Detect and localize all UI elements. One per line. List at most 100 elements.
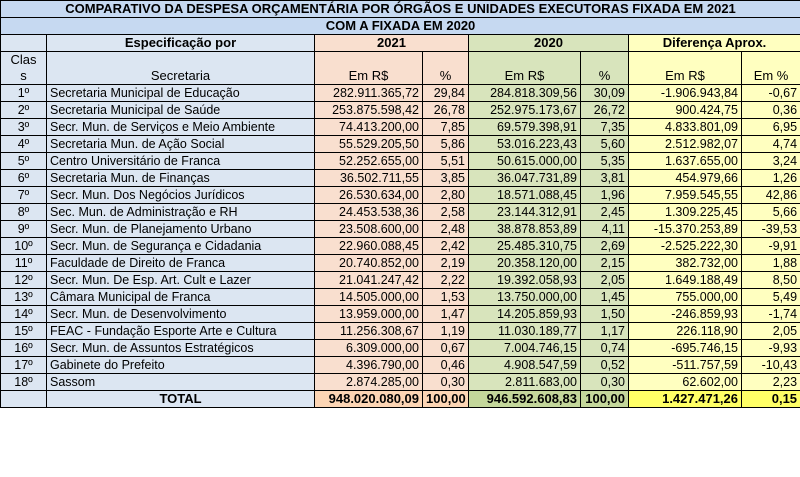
table-row: 8º Sec. Mun. de Administração e RH 24.453.… [0, 203, 800, 221]
row-secretaria: Secr. Mun. De Esp. Art. Cult e Lazer [46, 271, 315, 289]
row-diferenca-value: 454.979,66 [628, 169, 742, 187]
row-rank: 15º [0, 322, 47, 340]
row-diferenca-pct: 0,36 [740, 101, 800, 119]
row-value-2021: 2.874.285,00 [314, 373, 423, 391]
table-row: 13º Câmara Municipal de Franca 14.505.000,… [0, 288, 800, 306]
row-value-2020: 13.750.000,00 [468, 288, 581, 306]
row-diferenca-pct: -9,91 [740, 237, 800, 255]
table-row: 3º Secr. Mun. de Serviços e Meio Ambiente… [0, 118, 800, 136]
total-pct-2021: 100,00 [422, 390, 469, 408]
total-diferenca-pct: 0,15 [740, 390, 800, 408]
row-value-2020: 38.878.853,89 [468, 220, 581, 238]
row-diferenca-pct: 8,50 [740, 271, 800, 289]
budget-comparison-table: COMPARATIVO DA DESPESA ORÇAMENTÁRIA POR … [0, 0, 800, 408]
row-diferenca-pct: -39,53 [740, 220, 800, 238]
row-diferenca-pct: -1,74 [740, 305, 800, 323]
row-pct-2020: 5,60 [580, 135, 629, 153]
row-rank: 1º [0, 84, 47, 102]
row-diferenca-value: 1.649.188,49 [628, 271, 742, 289]
row-pct-2021: 2,19 [422, 254, 469, 272]
row-secretaria: Sassom [46, 373, 315, 391]
row-pct-2021: 2,42 [422, 237, 469, 255]
row-rank: 10º [0, 237, 47, 255]
row-diferenca-pct: 1,88 [740, 254, 800, 272]
row-value-2020: 18.571.088,45 [468, 186, 581, 204]
table-row: 1º Secretaria Municipal de Educação 282.91… [0, 84, 800, 102]
row-value-2021: 36.502.711,55 [314, 169, 423, 187]
row-diferenca-value: 900.424,75 [628, 101, 742, 119]
row-value-2021: 4.396.790,00 [314, 356, 423, 374]
table-row: 14º Secr. Mun. de Desenvolvimento 13.959.0… [0, 305, 800, 323]
table-row: 18º Sassom 2.874.285,00 0,30 2.811.683,00 0,3… [0, 373, 800, 391]
row-pct-2021: 5,86 [422, 135, 469, 153]
row-pct-2021: 7,85 [422, 118, 469, 136]
row-diferenca-value: -1.906.943,84 [628, 84, 742, 102]
row-rank: 18º [0, 373, 47, 391]
row-diferenca-value: -511.757,59 [628, 356, 742, 374]
row-rank: 3º [0, 118, 47, 136]
row-value-2020: 252.975.173,67 [468, 101, 581, 119]
row-pct-2021: 0,46 [422, 356, 469, 374]
total-value-2021: 948.020.080,09 [314, 390, 423, 408]
row-value-2020: 53.016.223,43 [468, 135, 581, 153]
row-value-2020: 2.811.683,00 [468, 373, 581, 391]
row-pct-2020: 5,35 [580, 152, 629, 170]
table-row: 10º Secr. Mun. de Segurança e Cidadania 22… [0, 237, 800, 255]
row-value-2021: 282.911.365,72 [314, 84, 423, 102]
row-pct-2021: 2,58 [422, 203, 469, 221]
row-secretaria: FEAC - Fundação Esporte Arte e Cultura [46, 322, 315, 340]
header-pct-2021: % [422, 51, 469, 85]
row-pct-2020: 1,17 [580, 322, 629, 340]
row-value-2021: 21.041.247,42 [314, 271, 423, 289]
row-secretaria: Secr. Mun. Dos Negócios Jurídicos [46, 186, 315, 204]
row-diferenca-pct: -10,43 [740, 356, 800, 374]
row-value-2020: 69.579.398,91 [468, 118, 581, 136]
row-rank: 2º [0, 101, 47, 119]
table-row: 9º Secr. Mun. de Planejamento Urbano 23.50… [0, 220, 800, 238]
total-row: TOTAL 948.020.080,09 100,00 946.592.608,83 1… [0, 390, 800, 408]
row-diferenca-value: -246.859,93 [628, 305, 742, 323]
row-secretaria: Secr. Mun. de Desenvolvimento [46, 305, 315, 323]
row-value-2021: 14.505.000,00 [314, 288, 423, 306]
row-pct-2020: 2,69 [580, 237, 629, 255]
row-pct-2021: 3,85 [422, 169, 469, 187]
row-diferenca-value: 382.732,00 [628, 254, 742, 272]
row-value-2021: 6.309.000,00 [314, 339, 423, 357]
table-row: 4º Secretaria Mun. de Ação Social 55.529.2… [0, 135, 800, 153]
row-secretaria: Secr. Mun. de Assuntos Estratégicos [46, 339, 315, 357]
row-value-2020: 11.030.189,77 [468, 322, 581, 340]
header-pct-2020: % [580, 51, 629, 85]
row-pct-2020: 2,15 [580, 254, 629, 272]
row-diferenca-value: 2.512.982,07 [628, 135, 742, 153]
row-value-2020: 23.144.312,91 [468, 203, 581, 221]
row-secretaria: Secretaria Municipal de Saúde [46, 101, 315, 119]
header-em-rs-2020: Em R$ [468, 51, 581, 85]
row-diferenca-pct: -0,67 [740, 84, 800, 102]
row-pct-2020: 4,11 [580, 220, 629, 238]
row-secretaria: Secretaria Mun. de Finanças [46, 169, 315, 187]
row-pct-2020: 30,09 [580, 84, 629, 102]
row-value-2020: 19.392.058,93 [468, 271, 581, 289]
table-row: 7º Secr. Mun. Dos Negócios Jurídicos 26.53… [0, 186, 800, 204]
row-value-2020: 50.615.000,00 [468, 152, 581, 170]
row-pct-2020: 1,45 [580, 288, 629, 306]
row-diferenca-pct: -9,93 [740, 339, 800, 357]
total-diferenca-value: 1.427.471,26 [628, 390, 742, 408]
row-diferenca-pct: 5,49 [740, 288, 800, 306]
row-diferenca-value: 1.309.225,45 [628, 203, 742, 221]
row-pct-2020: 26,72 [580, 101, 629, 119]
table-row: 16º Secr. Mun. de Assuntos Estratégicos 6.… [0, 339, 800, 357]
row-pct-2020: 0,30 [580, 373, 629, 391]
row-pct-2020: 3,81 [580, 169, 629, 187]
row-diferenca-value: 1.637.655,00 [628, 152, 742, 170]
row-value-2020: 25.485.310,75 [468, 237, 581, 255]
row-diferenca-value: 226.118,90 [628, 322, 742, 340]
table-row: 17º Gabinete do Prefeito 4.396.790,00 0,46 4… [0, 356, 800, 374]
row-rank: 17º [0, 356, 47, 374]
row-value-2021: 74.413.200,00 [314, 118, 423, 136]
row-value-2020: 14.205.859,93 [468, 305, 581, 323]
table-title-line1: COMPARATIVO DA DESPESA ORÇAMENTÁRIA POR … [0, 0, 800, 18]
row-pct-2021: 1,47 [422, 305, 469, 323]
row-value-2021: 13.959.000,00 [314, 305, 423, 323]
total-label: TOTAL [46, 390, 315, 408]
